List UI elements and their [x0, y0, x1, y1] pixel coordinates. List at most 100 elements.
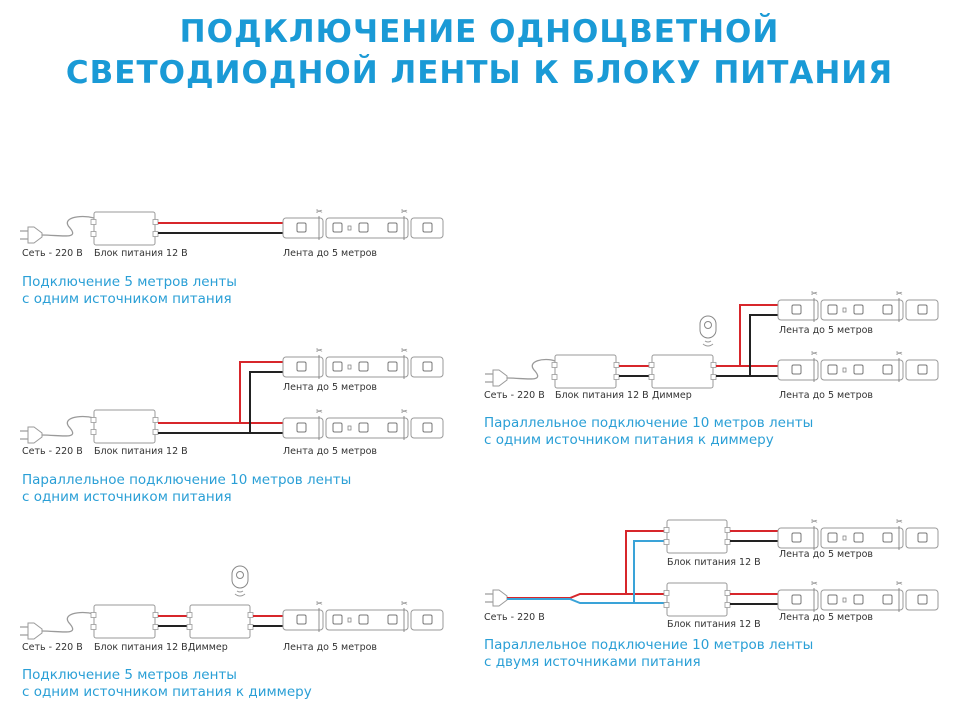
led-chip — [853, 532, 864, 543]
scissors-icon: ✂ — [316, 207, 323, 216]
led-chip — [827, 532, 838, 543]
wire — [739, 304, 778, 366]
strip-label: Лента до 5 метров — [779, 612, 873, 623]
mains-label: Сеть - 220 В — [22, 446, 83, 457]
scissors-icon: ✂ — [401, 346, 408, 355]
led-chip — [882, 594, 893, 605]
led-chip — [422, 614, 433, 625]
wire — [507, 598, 667, 604]
led-chip — [827, 364, 838, 375]
led-chip — [332, 614, 343, 625]
wire — [749, 314, 778, 376]
mains-label: Сеть - 220 В — [484, 390, 545, 401]
strip-label: Лента до 5 метров — [779, 390, 873, 401]
led-chip — [358, 614, 369, 625]
led-chip — [853, 594, 864, 605]
signal-icon — [236, 590, 244, 593]
power-supply — [551, 354, 620, 389]
caption-5-line-1: Параллельное подключение 10 метров ленты — [484, 637, 813, 653]
led-chip — [882, 532, 893, 543]
led-chip — [332, 422, 343, 433]
led-chip — [827, 594, 838, 605]
resistor — [347, 425, 352, 431]
signal-icon — [702, 343, 714, 347]
wire — [633, 540, 667, 603]
led-chip — [882, 364, 893, 375]
led-chip — [387, 361, 398, 372]
scissors-icon: ✂ — [896, 289, 903, 298]
resistor — [842, 367, 847, 373]
power-supply — [90, 211, 159, 246]
scissors-icon: ✂ — [316, 407, 323, 416]
led-chip — [882, 304, 893, 315]
led-strip: ✂ ✂ — [777, 517, 939, 550]
led-chip — [791, 594, 802, 605]
scissors-icon: ✂ — [811, 517, 818, 526]
led-strip: ✂ ✂ — [282, 346, 444, 379]
psu-label: Блок питания 12 В — [667, 557, 761, 568]
led-strip: ✂ ✂ — [777, 289, 939, 322]
psu-label: Блок питания 12 В — [94, 642, 188, 653]
wire — [239, 361, 283, 423]
led-chip — [827, 304, 838, 315]
wire — [507, 593, 667, 599]
led-chip — [791, 304, 802, 315]
led-chip — [358, 422, 369, 433]
psu-label: Блок питания 12 В — [94, 446, 188, 457]
dimmer — [648, 354, 717, 389]
page-title-line-2: СВЕТОДИОДНОЙ ЛЕНТЫ К БЛОКУ ПИТАНИЯ — [65, 55, 894, 91]
caption-1-line-1: Подключение 5 метров ленты — [22, 274, 237, 290]
power-cord — [506, 358, 556, 380]
psu-label: Блок питания 12 В — [667, 619, 761, 630]
scissors-icon: ✂ — [896, 349, 903, 358]
strip-label: Лента до 5 метров — [779, 325, 873, 336]
led-strip: ✂ ✂ — [282, 207, 444, 240]
dimmer — [186, 604, 254, 639]
scissors-icon: ✂ — [811, 289, 818, 298]
caption-4-line-2: с одним источником питания к диммеру — [484, 432, 774, 448]
caption-2-line-1: Параллельное подключение 10 метров ленты — [22, 472, 351, 488]
led-chip — [296, 222, 307, 233]
led-chip — [853, 304, 864, 315]
scissors-icon: ✂ — [316, 346, 323, 355]
led-chip — [296, 614, 307, 625]
resistor — [842, 597, 847, 603]
plug-icon — [485, 358, 556, 387]
dimmer-label: Диммер — [652, 390, 692, 401]
led-chip — [296, 361, 307, 372]
led-chip — [296, 422, 307, 433]
resistor — [347, 617, 352, 623]
caption-5-line-2: с двумя источниками питания — [484, 654, 701, 670]
power-cord — [41, 415, 95, 437]
led-chip — [387, 422, 398, 433]
power-supply — [663, 582, 731, 617]
caption-3-line-2: с одним источником питания к диммеру — [22, 684, 312, 700]
scissors-icon: ✂ — [811, 349, 818, 358]
resistor — [842, 307, 847, 313]
led-chip — [332, 361, 343, 372]
remote-control-icon — [231, 565, 249, 597]
signal-icon — [704, 340, 712, 343]
mains-label: Сеть - 220 В — [484, 612, 545, 623]
caption-1-line-2: с одним источником питания — [22, 291, 232, 307]
psu-label: Блок питания 12 В — [555, 390, 649, 401]
led-chip — [358, 222, 369, 233]
resistor — [347, 364, 352, 370]
led-chip — [917, 364, 928, 375]
scissors-icon: ✂ — [896, 517, 903, 526]
caption-2-line-2: с одним источником питания — [22, 489, 232, 505]
led-chip — [917, 304, 928, 315]
plug-icon — [20, 415, 95, 444]
led-chip — [422, 361, 433, 372]
page-title-line-1: ПОДКЛЮЧЕНИЕ ОДНОЦВЕТНОЙ — [179, 14, 780, 50]
strip-label: Лента до 5 метров — [283, 382, 377, 393]
led-chip — [358, 361, 369, 372]
led-strip: ✂ ✂ — [282, 407, 444, 440]
mains-label: Сеть - 220 В — [22, 642, 83, 653]
plug-icon — [20, 215, 95, 244]
resistor — [347, 225, 352, 231]
plug-icon — [485, 589, 508, 607]
signal-icon — [234, 593, 246, 597]
scissors-icon: ✂ — [811, 579, 818, 588]
resistor — [842, 535, 847, 541]
